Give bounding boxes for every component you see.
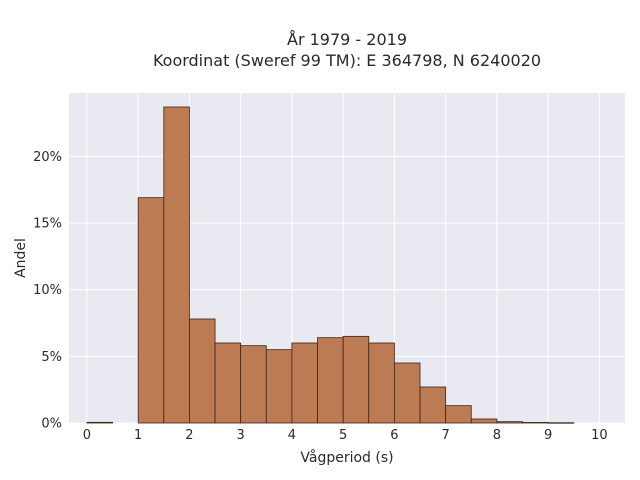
histogram-bar xyxy=(394,362,421,424)
histogram-bar xyxy=(342,335,370,424)
y-tick-label: 0% xyxy=(41,417,62,432)
x-tick-label: 1 xyxy=(134,428,142,443)
x-tick-label: 9 xyxy=(544,428,552,443)
y-tick-label: 20% xyxy=(33,150,62,165)
x-tick-label: 2 xyxy=(185,428,193,443)
histogram-bar xyxy=(291,342,318,424)
histogram-bar xyxy=(86,421,113,424)
histogram-bar xyxy=(445,405,472,424)
bars xyxy=(86,106,575,424)
histogram-bar xyxy=(317,337,344,424)
histogram-bar xyxy=(265,349,293,424)
histogram-bar xyxy=(368,342,395,424)
histogram-bar xyxy=(496,421,523,424)
x-tick-label: 7 xyxy=(442,428,450,443)
x-tick-label: 8 xyxy=(493,428,501,443)
x-axis-label: Vågperiod (s) xyxy=(300,449,393,466)
x-axis-ticks: 0 1 2 3 4 5 6 7 8 9 10 xyxy=(83,428,608,443)
x-tick-label: 3 xyxy=(237,428,245,443)
y-axis-ticks: 0% 5% 10% 15% 20% xyxy=(33,150,62,432)
histogram-bar xyxy=(470,418,498,424)
histogram-bar xyxy=(522,422,549,424)
y-tick-label: 15% xyxy=(33,217,62,232)
chart-title-line-2: Koordinat (Sweref 99 TM): E 364798, N 62… xyxy=(153,51,541,70)
histogram-bar xyxy=(163,106,190,424)
y-axis-label: Andel xyxy=(13,238,29,278)
histogram-bar xyxy=(137,197,165,424)
histogram-bar xyxy=(189,318,216,424)
y-tick-label: 5% xyxy=(41,350,62,365)
x-tick-label: 10 xyxy=(591,428,608,443)
histogram-bar xyxy=(547,422,575,424)
x-tick-label: 4 xyxy=(288,428,296,443)
chart-title-line-1: År 1979 - 2019 xyxy=(287,30,407,49)
histogram-bar xyxy=(240,345,267,424)
x-tick-label: 0 xyxy=(83,428,91,443)
histogram-bar xyxy=(214,342,242,424)
x-tick-label: 6 xyxy=(390,428,398,443)
histogram-bar xyxy=(419,386,447,424)
x-tick-label: 5 xyxy=(339,428,347,443)
y-tick-label: 10% xyxy=(33,283,62,298)
